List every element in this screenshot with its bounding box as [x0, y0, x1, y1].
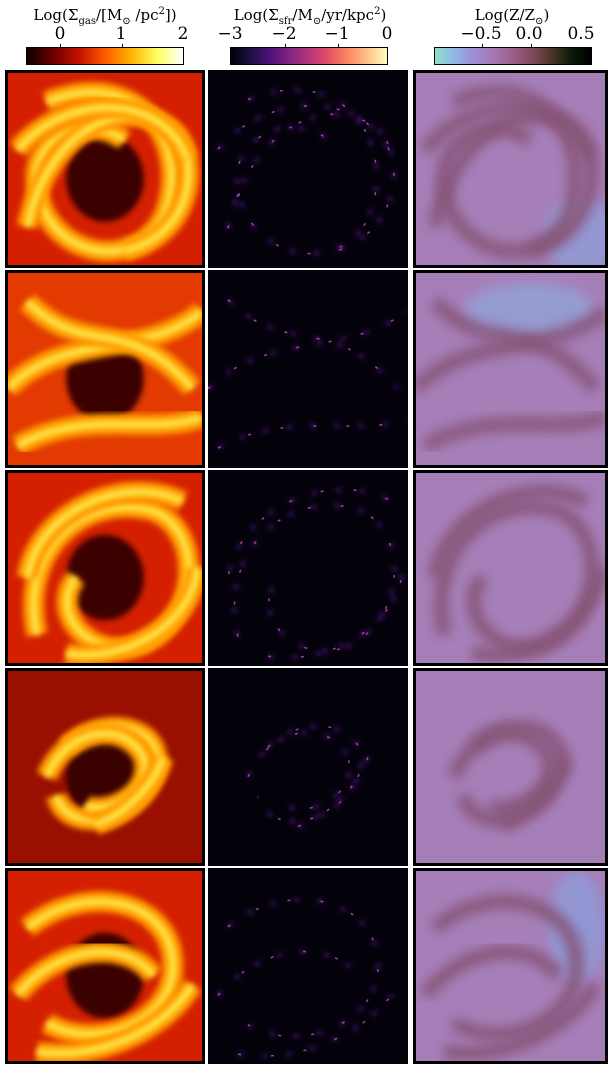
colorbar-tick: −1 [324, 24, 350, 44]
sfr-surface-density-map-row-3 [208, 470, 408, 666]
colorbar-tick: 0.0 [515, 24, 543, 44]
colorbar-metallicity-label: Log(Z/Z⊙) [474, 6, 550, 27]
colorbar-gas: Log(Σgas/[M⊙ /pc2]) 0 1 2 [8, 0, 202, 70]
metallicity-map-row-4 [413, 668, 608, 866]
metallicity-map-row-3 [413, 470, 608, 666]
gas-surface-density-map-row-5 [5, 868, 205, 1064]
colorbar-sfr-ticks: −3 −2 −1 0 [210, 24, 410, 44]
colorbar-gas-ticks: 0 1 2 [8, 24, 202, 44]
colorbar-sfr: Log(Σsfr/M⊙/yr/kpc2) −3 −2 −1 0 [210, 0, 410, 70]
gas-surface-density-map-row-1 [5, 70, 205, 268]
panel-grid [0, 70, 608, 1065]
gas-surface-density-map-row-3 [5, 470, 205, 666]
metallicity-map-row-5 [413, 868, 608, 1064]
colorbar-metallicity: Log(Z/Z⊙) −0.5 0.0 0.5 [416, 0, 608, 70]
gas-surface-density-map-row-4 [5, 668, 205, 866]
sfr-surface-density-map-row-2 [208, 270, 408, 468]
colorbar-tick: −3 [217, 24, 243, 44]
sfr-surface-density-map-row-4 [208, 668, 408, 866]
metallicity-map-row-1 [413, 70, 608, 268]
colorbar-tick: 0.5 [567, 24, 595, 44]
colorbar-tick: 0 [54, 24, 66, 44]
sfr-surface-density-map-row-1 [208, 70, 408, 268]
colorbar-tick: 0 [381, 24, 393, 44]
colorbar-gas-gradient [26, 44, 184, 65]
colorbar-tick: −0.5 [460, 24, 502, 44]
colorbar-metallicity-gradient [434, 44, 592, 65]
colorbar-sfr-label: Log(Σsfr/M⊙/yr/kpc2) [233, 6, 387, 27]
sfr-surface-density-map-row-5 [208, 868, 408, 1064]
colorbar-tick: 1 [115, 24, 127, 44]
colorbar-tick: 2 [177, 24, 189, 44]
colorbar-sfr-gradient [230, 44, 388, 65]
colorbar-metallicity-ticks: −0.5 0.0 0.5 [416, 24, 608, 44]
colorbar-tick: −2 [271, 24, 297, 44]
colorbar-gas-label: Log(Σgas/[M⊙ /pc2]) [33, 6, 177, 27]
gas-surface-density-map-row-2 [5, 270, 205, 468]
metallicity-map-row-2 [413, 270, 608, 468]
